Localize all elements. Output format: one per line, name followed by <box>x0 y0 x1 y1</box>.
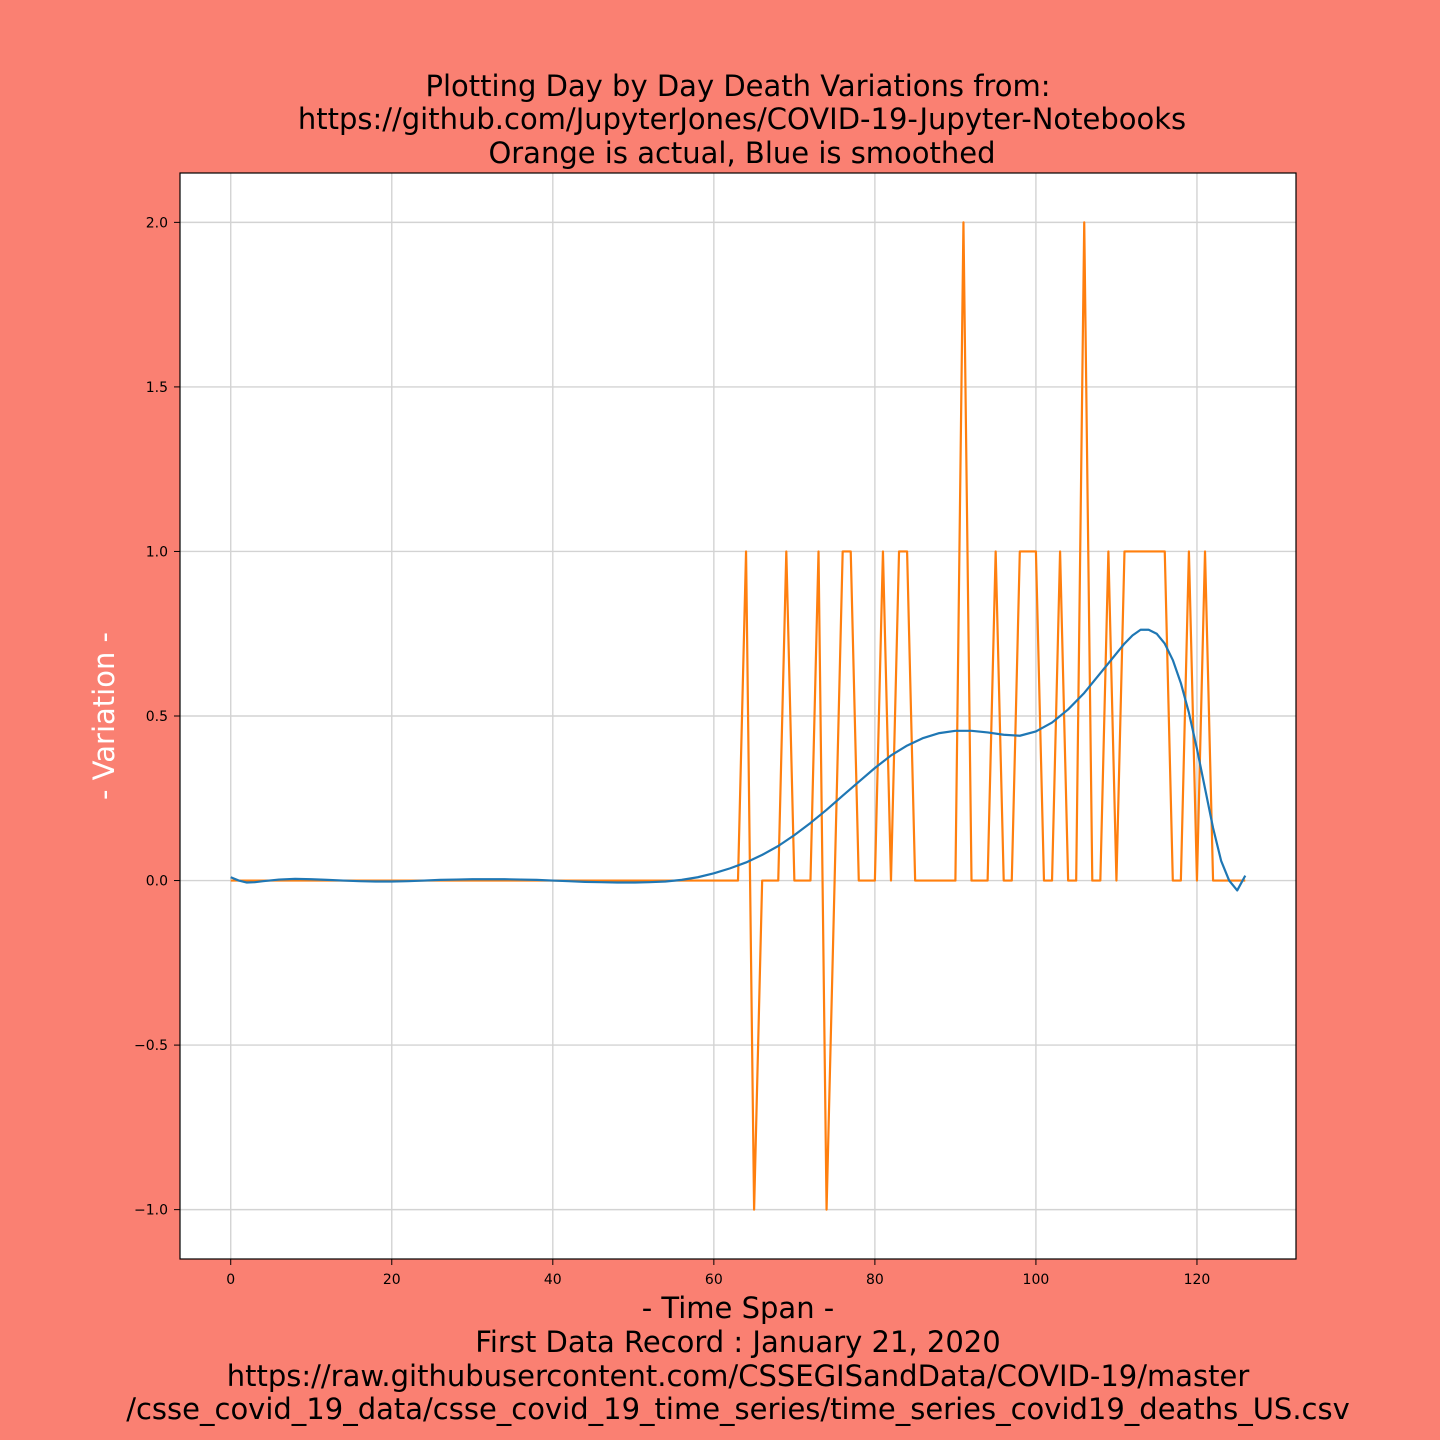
x-tick-label: 60 <box>705 1272 723 1288</box>
chart-title-line-1: Plotting Day by Day Death Variations fro… <box>425 69 1050 103</box>
y-tick-label: 1.0 <box>146 544 168 560</box>
y-tick-label: −1.0 <box>134 1203 168 1219</box>
y-tick-label: 0.0 <box>146 874 168 890</box>
x-tick-label: 120 <box>1184 1272 1211 1288</box>
y-axis-label: - Variation - <box>87 632 121 800</box>
series-line-2 <box>230 628 1247 892</box>
x-tick-label: 40 <box>544 1272 562 1288</box>
series <box>230 221 1247 1211</box>
x-tick-label: 20 <box>383 1272 401 1288</box>
x-axis-label-line-3: https://raw.githubusercontent.com/CSSEGI… <box>227 1359 1250 1393</box>
y-tick-label: −0.5 <box>134 1038 168 1054</box>
x-axis-label-line-2: First Data Record : January 21, 2020 <box>475 1325 1000 1359</box>
x-axis-label: - Time Span - First Data Record : Januar… <box>126 1291 1350 1426</box>
y-axis-ticks: −1.0 −0.5 0.0 0.5 1.0 1.5 2.0 <box>134 215 180 1219</box>
x-tick-label: 100 <box>1023 1272 1050 1288</box>
x-tick-label: 80 <box>866 1272 884 1288</box>
x-axis-ticks: 0 20 40 60 80 100 120 <box>226 1259 1210 1288</box>
y-tick-label: 2.0 <box>146 215 168 231</box>
y-tick-label: 0.5 <box>146 709 168 725</box>
chart-title-line-3: Orange is actual, Blue is smoothed <box>488 136 995 170</box>
chart-title-line-2: https://github.com/JupyterJones/COVID-19… <box>298 102 1186 136</box>
x-axis-label-line-4: /csse_covid_19_data/csse_covid_19_time_s… <box>126 1392 1350 1426</box>
y-tick-label: 1.5 <box>146 380 168 396</box>
x-tick-label: 0 <box>226 1272 235 1288</box>
chart-title: Plotting Day by Day Death Variations fro… <box>298 69 1186 170</box>
x-axis-label-line-1: - Time Span - <box>642 1291 835 1325</box>
